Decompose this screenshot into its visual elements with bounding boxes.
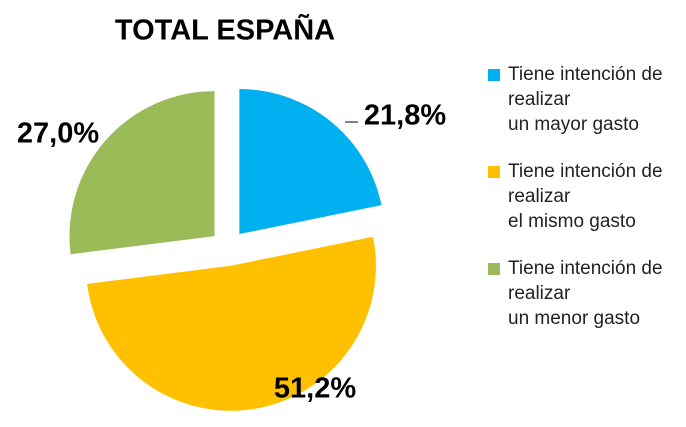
data-label: 51,2% xyxy=(274,373,356,405)
legend-swatch xyxy=(488,263,500,275)
legend-item: Tiene intención de realizar un menor gas… xyxy=(488,256,683,331)
legend: Tiene intención de realizar un mayor gas… xyxy=(488,62,683,353)
data-label: 21,8% xyxy=(364,100,446,132)
legend-swatch xyxy=(488,166,500,178)
pie-slice xyxy=(87,236,376,411)
pie-slice xyxy=(69,91,215,255)
legend-swatch xyxy=(488,69,500,81)
legend-item: Tiene intención de realizar un mayor gas… xyxy=(488,62,683,137)
legend-label: Tiene intención de realizar el mismo gas… xyxy=(508,161,663,232)
chart-title: TOTAL ESPAÑA xyxy=(115,13,335,47)
legend-label: Tiene intención de realizar un mayor gas… xyxy=(508,64,663,135)
legend-label: Tiene intención de realizar un menor gas… xyxy=(508,258,663,329)
data-label: 27,0% xyxy=(17,118,99,150)
legend-item: Tiene intención de realizar el mismo gas… xyxy=(488,159,683,234)
pie-slice xyxy=(239,89,382,235)
